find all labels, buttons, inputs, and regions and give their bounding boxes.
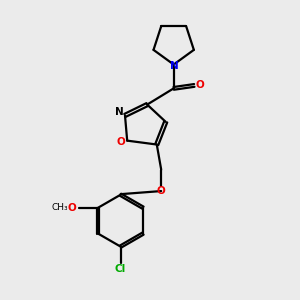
Text: N: N (170, 61, 178, 71)
Text: O: O (116, 137, 125, 147)
Text: CH₃: CH₃ (52, 203, 68, 212)
Text: O: O (67, 203, 76, 213)
Text: O: O (196, 80, 205, 90)
Text: N: N (115, 107, 124, 118)
Text: Cl: Cl (115, 264, 126, 274)
Text: O: O (157, 186, 166, 196)
